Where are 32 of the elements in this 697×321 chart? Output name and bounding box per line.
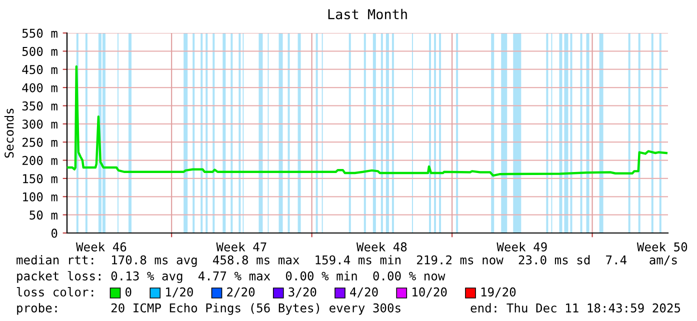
- legend-title: loss color:: [16, 287, 94, 297]
- y-tick-label: 400 m: [22, 83, 58, 92]
- y-tick-label: 100 m: [23, 192, 58, 202]
- y-tick-label: 550 m: [22, 28, 58, 38]
- legend-label: 2/20: [227, 287, 255, 298]
- y-tick-label: 500 m: [22, 46, 58, 56]
- legend-label: 4/20: [350, 287, 378, 298]
- text: packet loss: 0.13 % avg 4.77 % max 0.00 % min 0.00 % now: [17, 271, 446, 283]
- y-tick-label: 300 m: [22, 120, 58, 129]
- legend-label: 10/20: [412, 287, 447, 298]
- y-tick-label: 250 m: [22, 138, 58, 147]
- chart-title: Last Month: [328, 8, 407, 20]
- legend-label: 19/20: [481, 287, 516, 298]
- y-tick-label: 200 m: [22, 156, 58, 166]
- text: median rtt: 170.8 ms avg 458.8 ms max 159.4 ms min 219.2 ms now 23.0 ms sd 7.4 am/s: [16, 255, 677, 267]
- x-tick-label: Week 49: [496, 242, 547, 252]
- legend-label: 3/20: [288, 287, 316, 298]
- x-tick-label: Week 47: [216, 242, 266, 252]
- y-tick-label: 0: [51, 228, 58, 238]
- text: end: Thu Dec 11 18:43:59 2025: [470, 303, 680, 313]
- x-tick-label: Week 50: [636, 242, 688, 252]
- text: probe: 20 ICMP Echo Pings (56 Bytes) every 300s: [17, 303, 400, 315]
- x-tick-label: Week 48: [356, 242, 407, 252]
- x-tick-label: Week 46: [76, 242, 126, 252]
- y-tick-label: 50 m: [30, 210, 58, 220]
- y-tick-label: 450 m: [22, 65, 58, 74]
- line-series: [67, 65, 668, 177]
- y-tick-label: 350 m: [22, 101, 58, 111]
- legend-label: 0: [126, 287, 132, 297]
- y-axis-title: Seconds: [4, 108, 14, 158]
- y-tick-label: 150 m: [23, 174, 58, 184]
- legend-label: 1/20: [166, 287, 193, 298]
